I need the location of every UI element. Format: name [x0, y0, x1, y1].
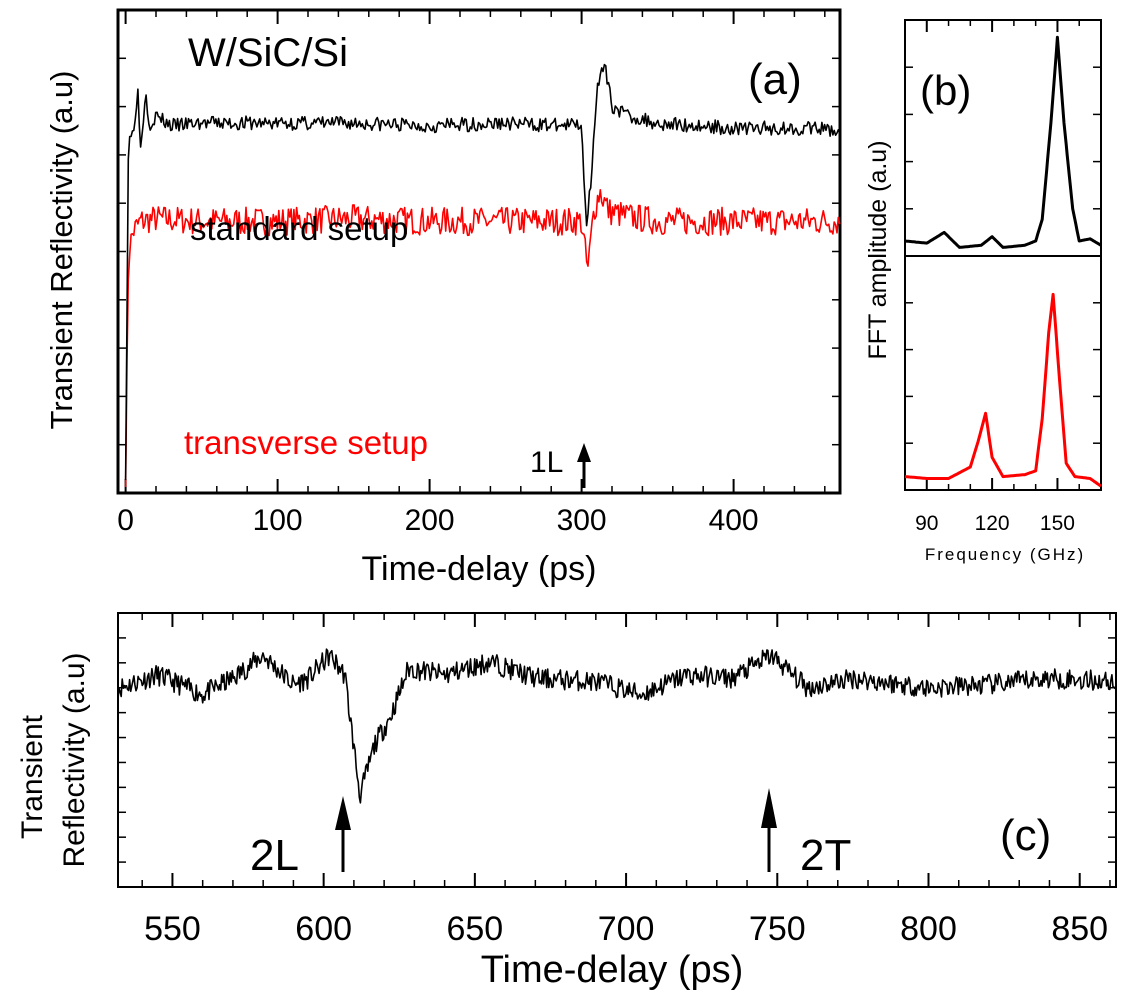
panel-c-axes: 550 600 650 700 750 800 850: [118, 613, 1116, 948]
panel-b-xtick-label: 150: [1040, 512, 1075, 535]
panel-c-xlabel: Time-delay (ps): [481, 949, 744, 991]
panel-c: 550 600 650 700 750 800 850 (c) 2L 2T Transien…: [16, 612, 1117, 991]
panel-c-ylabel-line2: Reflectivity (a.u): [58, 652, 91, 867]
panel-b-xtick-label: 120: [975, 512, 1010, 535]
panel-a: 0 100 200 300 400 W/SiC/Si (a) standard setu…: [44, 8, 842, 588]
arrow-2L-icon: [335, 796, 351, 872]
panel-b: 90 120 150 (b) FFT amplitude (a.u) Frequen…: [864, 19, 1102, 564]
panel-c-letter: (c): [1000, 811, 1051, 860]
panel-b-xtick-label: 90: [915, 512, 938, 535]
arrow-2T-icon: [761, 788, 777, 872]
series-standard-line: [124, 63, 841, 480]
arrow-1L-icon: [577, 443, 591, 488]
panel-a-xtick-label: 300: [557, 504, 607, 537]
series-transverse-line: [124, 189, 841, 488]
fft-standard-line: [904, 35, 1102, 249]
fft-transverse-line: [904, 292, 1102, 488]
panel-c-xtick-label: 750: [749, 910, 806, 948]
panel-a-xlabel: Time-delay (ps): [362, 550, 597, 588]
panel-a-frame: [116, 8, 842, 495]
panel-b-ylabel: FFT amplitude (a.u): [864, 140, 892, 359]
panel-c-ylabel-line1: Transient: [16, 714, 49, 839]
panel-c-xtick-label: 800: [900, 910, 957, 948]
panel-c-frame: [117, 612, 1117, 888]
panel-b-letter: (b): [920, 67, 971, 114]
transverse-setup-label: transverse setup: [184, 424, 428, 461]
panel-c-xtick-label: 650: [446, 910, 503, 948]
panel-a-ylabel: Transient Reflectivity (a.u): [44, 71, 79, 430]
panel-b-series: [904, 35, 1102, 488]
series-c-line: [117, 648, 1116, 804]
panel-c-xtick-label: 850: [1051, 910, 1108, 948]
arrow-2T-label: 2T: [800, 831, 851, 880]
panel-a-xtick-label: 200: [405, 504, 455, 537]
arrow-1L-label: 1L: [530, 446, 563, 479]
panel-a-xtick-label: 100: [253, 504, 303, 537]
panel-c-xtick-label: 700: [598, 910, 655, 948]
panel-b-xlabel: Frequency (GHz): [925, 545, 1085, 564]
arrow-2L-label: 2L: [250, 831, 299, 880]
panel-c-xtick-label: 550: [144, 910, 201, 948]
panel-a-xtick-label: 400: [709, 504, 759, 537]
panel-b-axes: 90 120 150: [904, 20, 1102, 535]
panel-c-xtick-label: 600: [295, 910, 352, 948]
panel-a-series: [124, 63, 841, 488]
panel-a-axes: 0 100 200 300 400: [117, 10, 840, 537]
panel-a-title: W/SiC/Si: [188, 31, 348, 75]
panel-c-series: [117, 648, 1116, 804]
standard-setup-label: standard setup: [190, 210, 408, 247]
panel-a-letter: (a): [748, 55, 802, 104]
panel-a-xtick-label: 0: [117, 504, 134, 537]
